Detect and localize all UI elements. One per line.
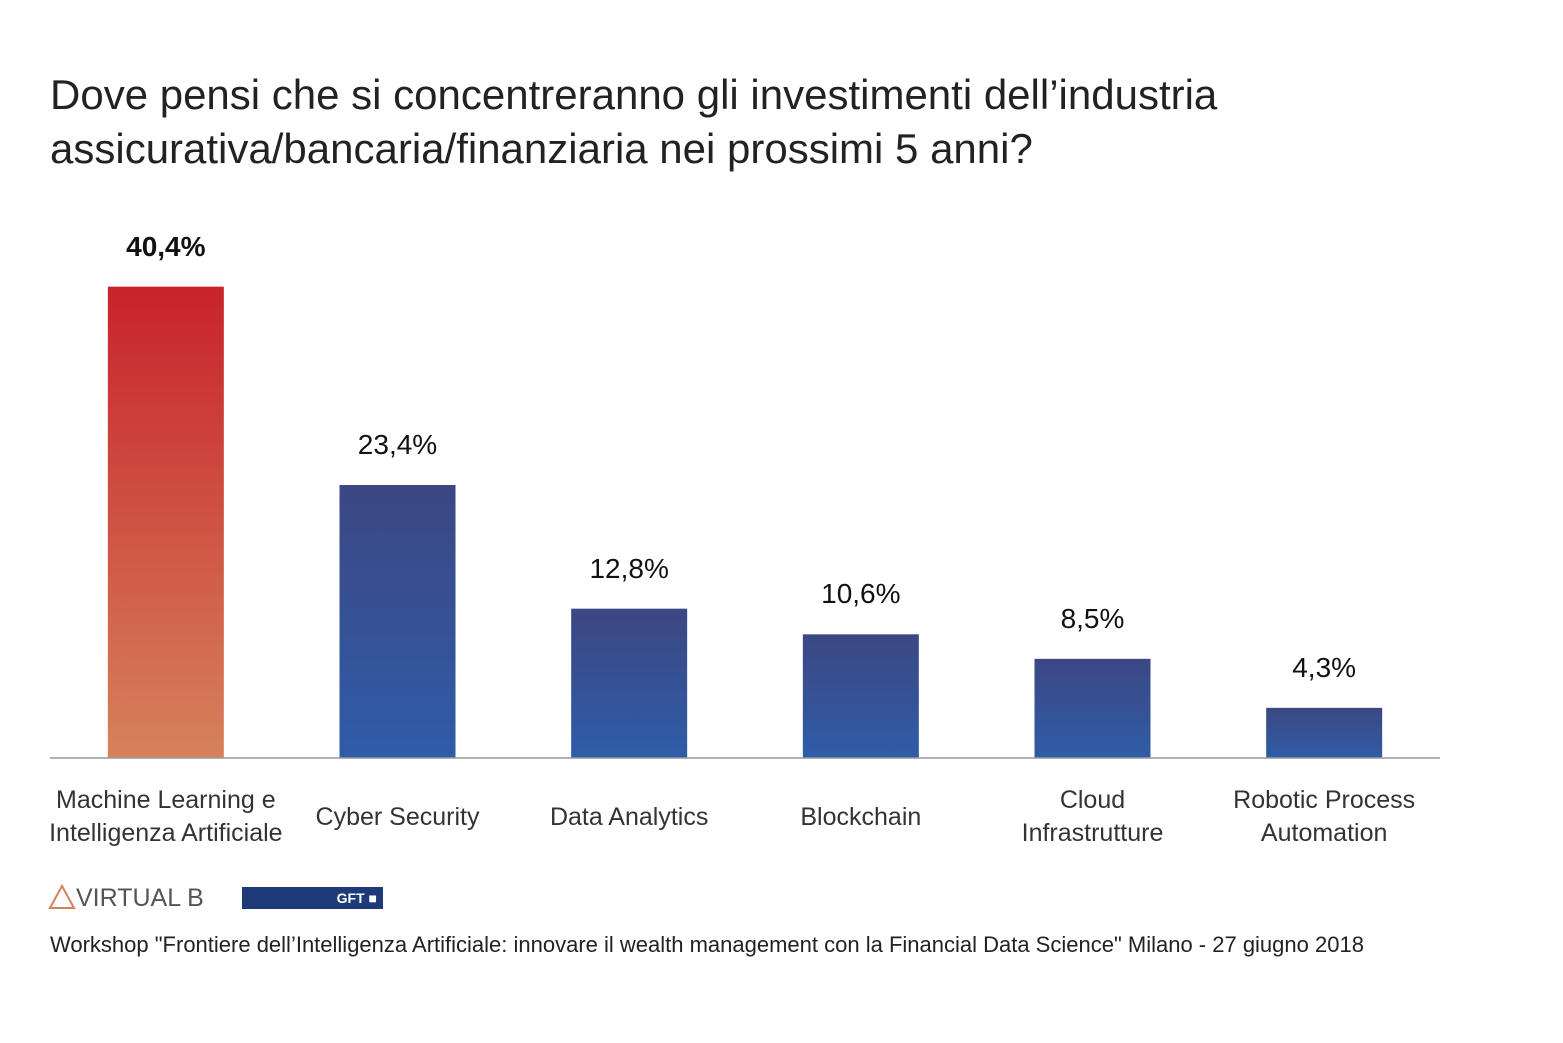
chart-title: Dove pensi che si concentreranno gli inv… — [50, 71, 1218, 172]
value-label: 10,6% — [821, 578, 901, 610]
x-tick-label: Blockchain — [800, 802, 922, 831]
logo: GFT ■ — [242, 887, 383, 909]
x-tick-label: Robotic Process Automation — [1233, 786, 1416, 847]
value-label: 8,5% — [1060, 602, 1125, 634]
x-tick-label: Data Analytics — [549, 802, 709, 831]
footnote: Workshop "Frontiere dell’Intelligenza Ar… — [50, 932, 1364, 957]
bar — [1266, 707, 1383, 758]
x-tick-label: Machine Learning e Intelligenza Artifici… — [49, 786, 283, 847]
logo-text: GFT — [336, 890, 365, 906]
bar — [802, 634, 919, 758]
logo: VIRTUAL B — [76, 884, 204, 912]
bar — [107, 286, 224, 758]
bar — [571, 608, 688, 758]
value-label: 23,4% — [357, 429, 438, 460]
logo-icon — [48, 883, 76, 909]
bar — [1034, 658, 1151, 758]
value-label: 4,3% — [1292, 651, 1357, 683]
bar — [339, 485, 456, 758]
value-label: 40,4% — [126, 230, 206, 262]
value-label: 12,8% — [589, 552, 669, 584]
x-tick-label: Cyber Security — [315, 802, 480, 831]
x-tick-label: Cloud Infrastrutture — [1021, 786, 1164, 847]
